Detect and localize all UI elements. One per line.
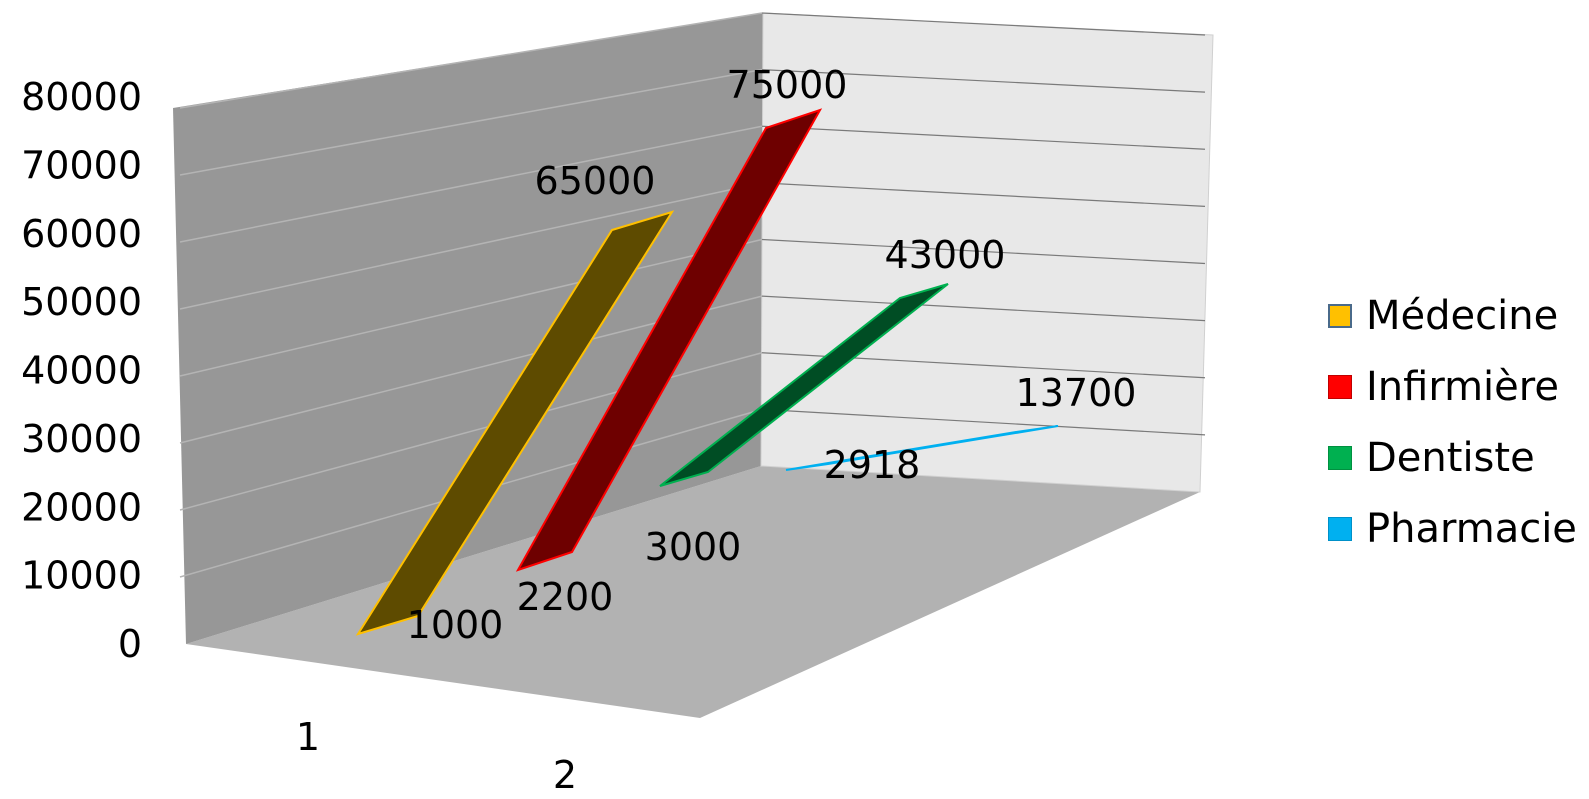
gridline-right bbox=[761, 12, 1206, 36]
ribbon-3 bbox=[659, 283, 949, 487]
legend-label-pharmacie: Pharmacie bbox=[1366, 505, 1577, 552]
data-label: 65000 bbox=[535, 159, 656, 203]
legend-item-pharmacie: Pharmacie bbox=[1328, 493, 1577, 564]
data-label: 1000 bbox=[407, 603, 504, 647]
legend-item-dentiste: Dentiste bbox=[1328, 422, 1577, 493]
gridline-right bbox=[761, 182, 1206, 207]
legend-swatch-infirmiere bbox=[1328, 374, 1352, 399]
legend-swatch-medecine bbox=[1328, 303, 1352, 328]
gridline-left bbox=[179, 12, 763, 109]
y-tick-label: 0 bbox=[118, 622, 142, 666]
legend-item-medecine: Médecine bbox=[1328, 280, 1577, 351]
category-label-1: 1 bbox=[296, 715, 320, 759]
data-label: 43000 bbox=[885, 233, 1006, 277]
ribbon-4 bbox=[785, 425, 1059, 471]
data-label: 75000 bbox=[727, 63, 848, 107]
gridline-right bbox=[761, 408, 1206, 436]
legend-swatch-pharmacie bbox=[1328, 516, 1352, 541]
back-wall-left bbox=[173, 13, 763, 644]
category-label-2: 2 bbox=[553, 753, 577, 797]
gridline-left bbox=[179, 182, 763, 310]
gridline-right bbox=[761, 238, 1206, 265]
y-tick-label: 70000 bbox=[21, 143, 142, 187]
data-label: 3000 bbox=[645, 525, 742, 569]
data-labels: 1000 65000 2200 75000 3000 43000 2918 13700 bbox=[407, 63, 1137, 647]
legend-swatch-dentiste bbox=[1328, 445, 1352, 470]
gridline-right bbox=[761, 69, 1206, 93]
y-tick-label: 50000 bbox=[21, 280, 142, 324]
y-tick-label: 80000 bbox=[21, 75, 142, 119]
legend-item-infirmiere: Infirmière bbox=[1328, 351, 1577, 422]
gridline-left bbox=[179, 238, 763, 377]
legend-label-medecine: Médecine bbox=[1366, 292, 1559, 339]
data-label: 2200 bbox=[517, 575, 614, 619]
gridline-left bbox=[179, 68, 763, 176]
gridline-left bbox=[179, 125, 763, 243]
data-label: 13700 bbox=[1016, 371, 1137, 415]
gridline-right bbox=[761, 125, 1206, 150]
y-tick-label: 40000 bbox=[21, 349, 142, 393]
legend-label-dentiste: Dentiste bbox=[1366, 434, 1535, 481]
y-axis-ticks: 0 10000 20000 30000 40000 50000 60000 70000 8000… bbox=[21, 75, 142, 666]
gridline-right bbox=[761, 295, 1206, 322]
legend: Médecine Infirmière Dentiste Pharmacie bbox=[1328, 280, 1577, 564]
y-tick-label: 20000 bbox=[21, 485, 142, 529]
ribbon-1 bbox=[355, 210, 675, 636]
legend-label-infirmiere: Infirmière bbox=[1366, 363, 1559, 410]
y-tick-label: 10000 bbox=[21, 554, 142, 598]
y-tick-label: 30000 bbox=[21, 417, 142, 461]
ribbon-2 bbox=[515, 108, 823, 572]
series-ribbons bbox=[355, 108, 1059, 636]
data-label: 2918 bbox=[824, 443, 921, 487]
floor bbox=[186, 466, 1200, 718]
y-tick-label: 60000 bbox=[21, 212, 142, 256]
